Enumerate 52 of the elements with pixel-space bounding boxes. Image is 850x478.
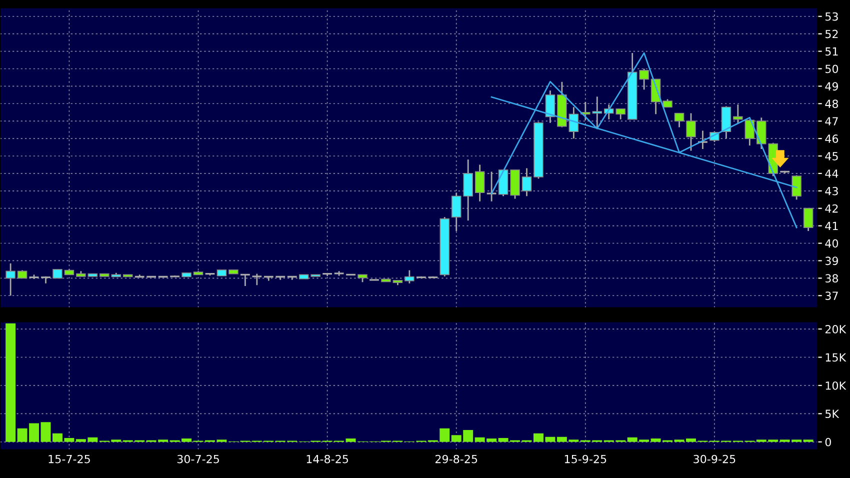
y-tick-label: 43: [825, 186, 838, 196]
candlestick: [744, 118, 755, 146]
candlestick: [240, 274, 251, 287]
y-tick-label: 45: [825, 152, 838, 160]
candlestick: [674, 112, 684, 128]
candlestick: [545, 90, 556, 124]
y-tick-label: 44: [825, 170, 838, 178]
candlestick: [251, 273, 262, 286]
candlestick: [803, 208, 814, 232]
y-tick-label: 5K: [826, 410, 840, 418]
bar: [40, 422, 51, 442]
candlestick: [263, 276, 274, 282]
y-tick-label: 47: [825, 117, 838, 126]
y-tick-label: 50: [826, 64, 838, 74]
candlestick: [697, 130, 708, 150]
candlestick: [463, 158, 473, 222]
candlestick: [522, 168, 532, 197]
candlestick: [568, 106, 579, 140]
bar: [6, 323, 16, 442]
y-tick-label: 49: [825, 82, 838, 91]
y-tick-label: 39: [825, 256, 838, 266]
candlestick: [592, 96, 602, 129]
y-tick-label: 53: [826, 12, 838, 21]
line-series: [490, 52, 798, 228]
y-tick-label: 46: [825, 134, 838, 143]
x-tick-label: 15-9-25: [564, 454, 606, 464]
candlestick: [474, 164, 485, 202]
candlestick: [404, 270, 414, 284]
candlestick: [486, 171, 498, 202]
y-tick-label: 51: [826, 47, 838, 56]
x-tick-label: 30-7-25: [177, 454, 219, 464]
y-tick-label: 20K: [825, 325, 846, 334]
candlestick: [639, 68, 649, 90]
y-tick-label: 52: [826, 30, 838, 38]
y-tick-label: 10K: [826, 381, 846, 390]
candlestick: [451, 192, 462, 232]
y-tick-label: 0: [825, 438, 831, 446]
x-tick-label: 30-9-25: [694, 454, 736, 464]
y-tick-label: 41: [825, 222, 838, 230]
y-tick-label: 40: [825, 239, 838, 248]
y-tick-label: 37: [825, 292, 838, 300]
x-tick-label: 29-8-25: [435, 454, 478, 464]
candlestick: [733, 104, 743, 124]
x-tick-label: 14-8-25: [306, 454, 348, 464]
candlestick: [686, 112, 696, 152]
y-tick-label: 15K: [826, 353, 846, 362]
x-tick-label: 15-7-25: [48, 454, 90, 464]
y-tick-label: 42: [825, 204, 838, 213]
y-tick-label: 38: [825, 274, 838, 283]
y-tick-label: 48: [825, 100, 838, 108]
candlestick: [792, 174, 802, 200]
candlestick: [6, 262, 16, 296]
